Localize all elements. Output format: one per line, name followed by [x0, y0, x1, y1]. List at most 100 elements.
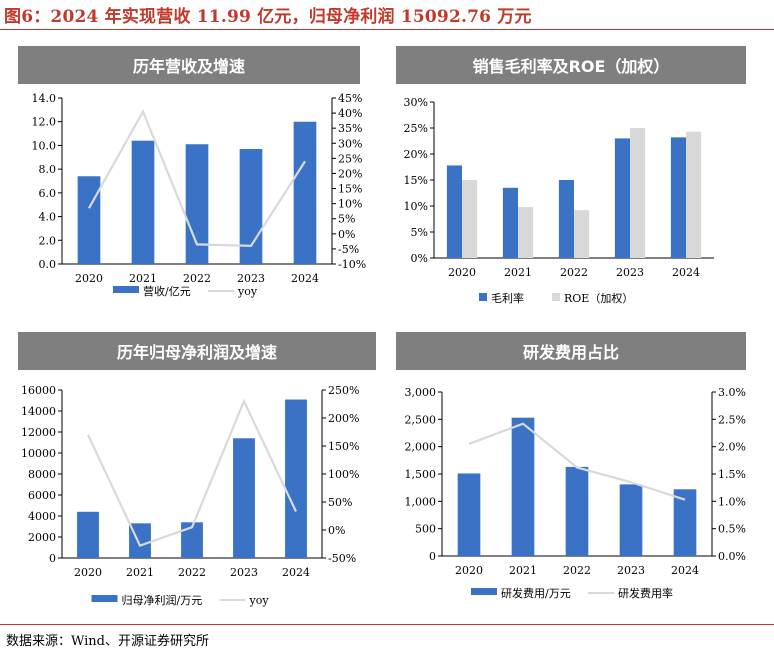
- left-tick-label: 12.0: [32, 116, 57, 129]
- legend-swatch: [113, 286, 139, 293]
- left-tick-label: 6.0: [39, 187, 57, 200]
- net-profit-banner: 历年归母净利润及增速: [18, 332, 376, 370]
- legend-label: yoy: [249, 594, 270, 607]
- bar-net_profit-0: [77, 511, 99, 558]
- bar-margin-1: [630, 128, 646, 258]
- bar-rd-0: [565, 466, 589, 556]
- line-rd: [468, 422, 686, 501]
- legend-label: 毛利率: [491, 291, 524, 305]
- x-tick-label: 2024: [291, 272, 319, 285]
- left-tick-label: 2,000: [405, 441, 437, 454]
- bar-revenue-0: [77, 176, 101, 264]
- left-tick-label: 0: [49, 552, 56, 565]
- left-tick-label: 1,000: [405, 495, 437, 508]
- right-tick-label: 200%: [328, 412, 359, 425]
- bar-rd-0: [457, 473, 481, 556]
- left-tick-label: 1,500: [405, 468, 437, 481]
- left-tick-label: 500: [415, 523, 436, 536]
- x-tick-label: 2021: [509, 564, 537, 577]
- right-tick-label: 250%: [328, 384, 359, 397]
- left-tick-label: 12000: [21, 426, 56, 439]
- rd-chart-title: 研发费用占比: [522, 343, 619, 362]
- bar-net_profit-0: [285, 399, 307, 558]
- margin-chart-title: 销售毛利率及ROE（加权）: [472, 57, 670, 76]
- legend-label: yoy: [237, 285, 258, 298]
- right-tick-label: 0%: [338, 228, 355, 241]
- right-tick-label: 2.0%: [718, 441, 746, 454]
- right-tick-label: 1.0%: [718, 495, 746, 508]
- left-tick-label: 3,000: [405, 386, 437, 399]
- x-tick-label: 2023: [230, 566, 258, 579]
- right-tick-label: 1.5%: [718, 468, 746, 481]
- legend-swatch: [471, 588, 497, 595]
- right-tick-label: 5%: [338, 213, 355, 226]
- figure-title: 图6：2024 年实现营收 11.99 亿元，归母净利润 15092.76 万元: [4, 7, 532, 27]
- legend-label: 营收/亿元: [143, 284, 191, 298]
- legend-label: ROE（加权）: [564, 292, 633, 305]
- right-tick-label: 30%: [338, 137, 362, 150]
- left-tick-label: 6000: [28, 489, 56, 502]
- left-tick-label: 2,500: [405, 413, 437, 426]
- left-tick-label: 8000: [28, 468, 56, 481]
- source-note: 数据来源：Wind、开源证券研究所: [6, 634, 209, 649]
- left-tick-label: 2.0: [39, 234, 57, 247]
- net-profit-panel: 历年归母净利润及增速 0 2000 4000 6000 8000 10000 12000 14…: [0, 322, 384, 614]
- legend-label: 研发费用率: [618, 586, 673, 600]
- right-tick-label: 0.5%: [718, 523, 746, 536]
- revenue-banner: 历年营收及增速: [18, 46, 360, 84]
- x-tick-label: 2023: [237, 272, 265, 285]
- x-tick-label: 2022: [183, 272, 211, 285]
- bar-rd-0: [673, 489, 697, 556]
- bar-revenue-0: [185, 144, 209, 264]
- right-tick-label: 2.5%: [718, 413, 746, 426]
- margin-banner: 销售毛利率及ROE（加权）: [396, 46, 746, 84]
- bar-rd-0: [511, 417, 535, 556]
- left-tick-label: 20%: [404, 148, 428, 161]
- margin-panel: 销售毛利率及ROE（加权） 0% 5% 10% 15% 20% 25% 30% 2020 202…: [390, 36, 774, 316]
- right-tick-label: 3.0%: [718, 386, 746, 399]
- title-rule: [0, 29, 774, 30]
- bar-rd-0: [619, 484, 643, 556]
- legend-label: 归母净利润/万元: [122, 593, 203, 607]
- bar-margin-1: [462, 180, 478, 258]
- right-tick-label: 20%: [338, 167, 362, 180]
- left-tick-label: 30%: [404, 96, 428, 109]
- left-tick-label: 0: [429, 550, 436, 563]
- right-tick-label: -5%: [338, 243, 359, 256]
- right-tick-label: 0.0%: [718, 550, 746, 563]
- left-tick-label: 16000: [21, 384, 56, 397]
- x-tick-label: 2024: [672, 266, 700, 279]
- bar-margin-0: [502, 187, 518, 258]
- left-tick-label: 10%: [404, 200, 428, 213]
- x-tick-label: 2021: [129, 272, 157, 285]
- net-profit-chart: 0 2000 4000 6000 8000 10000 12000 14000 16000 -50…: [21, 384, 359, 607]
- left-tick-label: 14000: [21, 405, 56, 418]
- left-tick-label: 0%: [411, 252, 428, 265]
- right-tick-label: 50%: [328, 496, 352, 509]
- left-tick-label: 4000: [28, 510, 56, 523]
- left-tick-label: 25%: [404, 122, 428, 135]
- left-tick-label: 8.0: [39, 163, 57, 176]
- bar-margin-1: [686, 131, 702, 258]
- left-tick-label: 10000: [21, 447, 56, 460]
- bar-margin-0: [614, 138, 630, 258]
- legend-swatch: [91, 595, 118, 602]
- right-tick-label: -10%: [338, 258, 366, 271]
- right-tick-label: 10%: [338, 198, 362, 211]
- legend-swatch: [552, 293, 560, 301]
- x-tick-label: 2020: [74, 566, 102, 579]
- left-tick-label: 0.0: [39, 258, 57, 271]
- left-tick-label: 10.0: [32, 139, 57, 152]
- bar-margin-1: [518, 207, 534, 258]
- x-tick-label: 2020: [455, 564, 483, 577]
- x-tick-label: 2023: [617, 564, 645, 577]
- revenue-chart: 0.0 2.0 4.0 6.0 8.0 10.0 12.0 14.0 -10% -5% 0% 5% 10…: [32, 92, 367, 298]
- bar-margin-0: [670, 137, 686, 258]
- bar-margin-0: [446, 165, 462, 258]
- bar-margin-1: [574, 210, 590, 258]
- right-tick-label: 45%: [338, 92, 362, 105]
- right-tick-label: 35%: [338, 122, 362, 135]
- rd-banner: 研发费用占比: [396, 332, 746, 370]
- x-tick-label: 2022: [178, 566, 206, 579]
- x-tick-label: 2024: [282, 566, 310, 579]
